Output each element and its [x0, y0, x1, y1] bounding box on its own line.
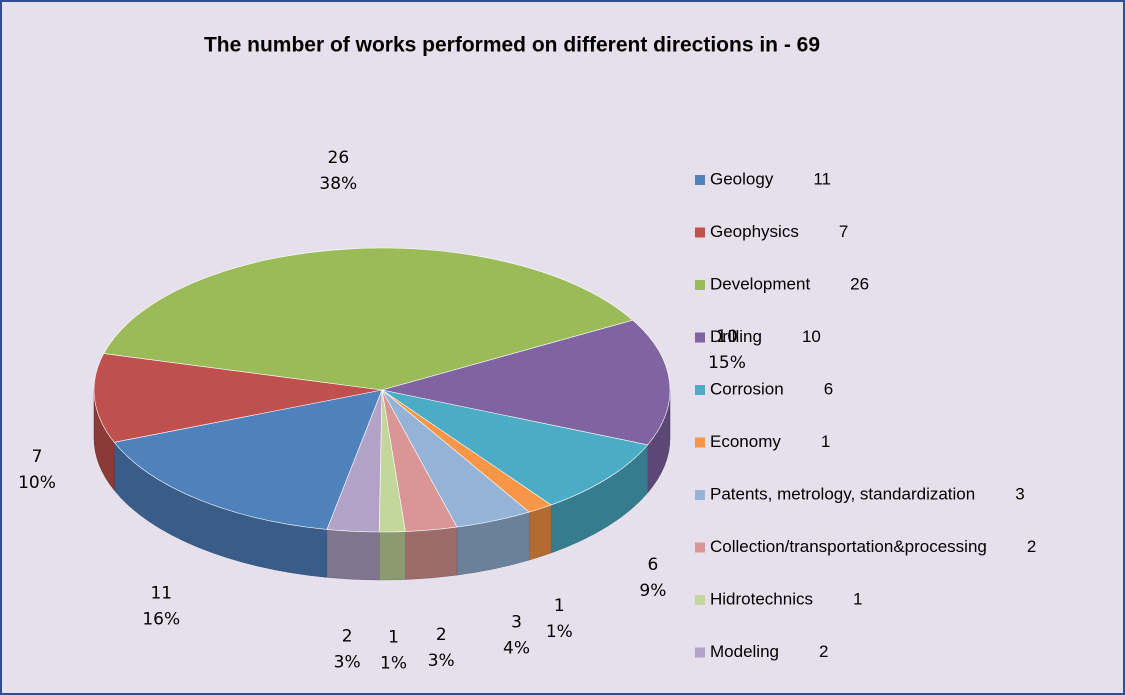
legend-swatch — [695, 385, 705, 395]
legend-label: Economy — [710, 432, 781, 451]
legend-label: Patents, metrology, standardization — [710, 484, 975, 503]
data-label-percent: 1% — [546, 622, 573, 642]
legend-swatch — [695, 647, 705, 658]
slice-side — [378, 531, 406, 581]
legend-swatch — [695, 332, 705, 343]
data-label: 1 — [554, 596, 565, 616]
legend-value: 26 — [850, 274, 869, 293]
slice — [381, 389, 649, 506]
legend-value: 2 — [819, 642, 828, 661]
legend-swatch — [695, 280, 705, 290]
legend-label: Development — [710, 274, 810, 293]
legend-label: Geology — [710, 169, 774, 188]
slice — [113, 389, 383, 530]
slice-side — [528, 504, 552, 561]
data-label-percent: 38% — [319, 174, 357, 194]
legend-value: 10 — [802, 327, 821, 346]
data-label: 1 — [388, 628, 399, 648]
slice — [103, 247, 634, 391]
legend-value: 2 — [1027, 537, 1036, 556]
legend-swatch — [695, 437, 705, 448]
chart-title: The number of works performed on differe… — [204, 34, 820, 57]
legend-value: 3 — [1015, 484, 1024, 503]
legend-label: Corrosion — [710, 379, 784, 398]
legend-swatch — [695, 542, 705, 553]
slice — [93, 353, 383, 443]
data-label-percent: 9% — [639, 581, 666, 601]
legend-label: Collection/transportation&processing — [710, 537, 987, 556]
legend-label: Hidrotechnics — [710, 589, 813, 608]
legend-swatch — [695, 227, 705, 238]
data-label-percent: 3% — [428, 651, 455, 671]
legend-swatch — [695, 175, 705, 185]
legend-label: Geophysics — [710, 222, 799, 241]
legend-swatch — [695, 595, 705, 605]
data-label-percent: 1% — [380, 654, 407, 674]
data-label-percent: 3% — [334, 653, 361, 673]
slice-side — [405, 526, 458, 580]
legend-value: 1 — [821, 432, 830, 451]
data-label: 10 — [716, 327, 738, 347]
legend-label: Modeling — [710, 642, 779, 661]
slice — [326, 389, 383, 533]
legend-value: 11 — [813, 169, 831, 188]
data-label: 2 — [436, 625, 447, 645]
data-label: 26 — [328, 148, 350, 168]
data-label: 2 — [342, 627, 353, 647]
legend-label: Drilling — [710, 327, 762, 346]
data-label: 3 — [511, 613, 522, 633]
legend-value: 1 — [853, 589, 862, 608]
data-label: 7 — [32, 447, 43, 467]
legend-value: 7 — [839, 222, 848, 241]
data-label-percent: 16% — [142, 610, 180, 630]
data-label-percent: 15% — [708, 353, 746, 373]
legend-value: 6 — [824, 379, 833, 398]
slice-side — [326, 529, 380, 581]
legend-swatch — [695, 490, 705, 500]
data-label: 11 — [150, 584, 172, 604]
data-label-percent: 4% — [503, 639, 530, 659]
data-label: 6 — [647, 555, 658, 575]
slice — [381, 319, 671, 446]
data-label-percent: 10% — [18, 473, 56, 493]
